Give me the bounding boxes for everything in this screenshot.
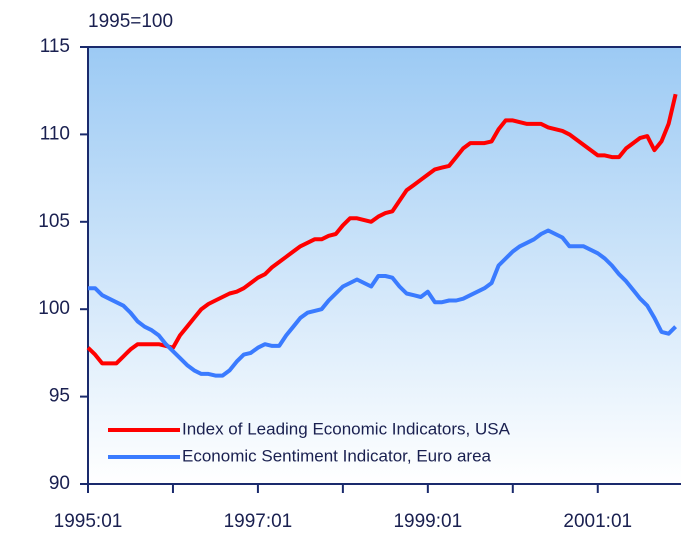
y-tick-label: 100 xyxy=(38,298,70,319)
x-tick-label: 1997:01 xyxy=(224,511,293,532)
x-tick-label: 2001:01 xyxy=(563,511,632,532)
y-tick-label: 110 xyxy=(40,123,70,144)
subtitle: 1995=100 xyxy=(88,11,173,32)
y-tick-label: 90 xyxy=(49,473,70,494)
series-line xyxy=(88,228,678,378)
series-line xyxy=(86,93,678,366)
legend-label: Economic Sentiment Indicator, Euro area xyxy=(182,446,492,465)
y-tick-label: 115 xyxy=(40,36,70,57)
x-tick-label: 1995:01 xyxy=(54,511,123,532)
x-tick-label: 1999:01 xyxy=(393,511,462,532)
plot-area xyxy=(88,47,681,484)
y-tick-label: 105 xyxy=(38,211,70,232)
y-tick-label: 95 xyxy=(49,386,70,407)
legend-label: Index of Leading Economic Indicators, US… xyxy=(182,419,511,438)
